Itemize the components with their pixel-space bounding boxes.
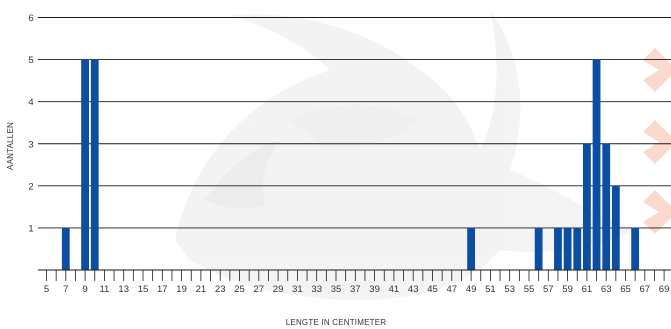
x-tick-label: 33 [311,284,322,295]
x-tick-label: 35 [331,284,342,295]
y-axis-title: AANTALLEN [6,122,15,170]
bar [631,227,640,270]
bar [90,59,99,271]
x-tick-label: 53 [504,284,515,295]
x-tick-label: 47 [447,284,458,295]
y-tick-label: 4 [28,97,33,108]
bar [534,227,543,270]
y-tick-label: 2 [28,181,33,192]
x-tick-label: 59 [562,284,573,295]
x-tick-label: 15 [138,284,149,295]
x-axis-title: LENGTE IN CENTIMETER [286,318,386,327]
x-tick-label: 67 [640,284,651,295]
x-tick-label: 31 [292,284,303,295]
decorative-chevron-marks [643,48,671,234]
x-tick-label: 23 [215,284,226,295]
bar [554,227,562,270]
bar [61,227,70,270]
x-tick-label: 65 [620,284,631,295]
y-tick-label: 3 [28,139,33,150]
x-tick-label: 69 [659,284,670,295]
x-tick-label: 41 [389,284,400,295]
bar [583,143,591,270]
x-tick-label: 43 [408,284,419,295]
x-tick-label: 21 [196,284,207,295]
x-tick-label: 37 [350,284,361,295]
bar [467,227,475,270]
bar [611,185,620,270]
x-tick-label: 29 [273,284,284,295]
x-tick-label: 55 [524,284,535,295]
y-tick-label: 1 [28,223,33,234]
x-tick-label: 19 [176,284,187,295]
x-tick-label: 11 [99,284,109,295]
x-tick-label: 17 [157,284,168,295]
bar [81,59,89,271]
x-tick-label: 13 [118,284,129,295]
x-tick-label: 49 [466,284,477,295]
x-tick-label: 45 [427,284,438,295]
bar [602,143,611,270]
bar [592,59,601,271]
x-tick-label: 25 [234,284,245,295]
y-tick-label: 5 [28,55,33,66]
x-tick-label: 9 [82,284,87,295]
x-tick-label: 5 [44,284,49,295]
x-tick-label: 39 [369,284,380,295]
x-tick-label: 7 [63,284,68,295]
x-tick-label: 63 [601,284,612,295]
x-tick-label: 51 [485,284,496,295]
y-tick-label: 6 [28,13,33,24]
x-tick-label: 61 [582,284,593,295]
bar [563,227,572,270]
x-tick-label: 57 [543,284,554,295]
bar [573,227,582,270]
x-tick-label: 27 [254,284,265,295]
